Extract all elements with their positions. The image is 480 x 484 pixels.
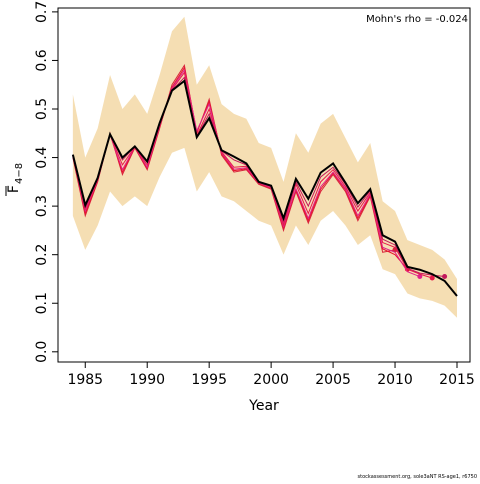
x-tick-label: 2015 [439, 372, 475, 388]
y-label-main: F [6, 185, 22, 193]
annotation: Mohn's rho = -0.024 [366, 14, 468, 25]
x-tick-label: 1990 [129, 372, 165, 388]
y-label-sub: 4−8 [14, 163, 25, 184]
x-tick-label: 1985 [67, 372, 103, 388]
y-tick-label: 0.4 [34, 146, 50, 168]
y-tick-label: 0.5 [34, 98, 50, 120]
y-tick-label: 0.6 [34, 49, 50, 71]
x-tick-label: 2010 [377, 372, 413, 388]
y-tick-label: 0.3 [34, 195, 50, 217]
footer: stockassessment.org, sole3aNT RS-age1, r… [358, 474, 477, 480]
plot-frame [57, 7, 471, 363]
y-tick-label: 0.0 [34, 341, 50, 363]
y-axis-label: F 4−8 [5, 163, 25, 196]
y-tick-label: 0.1 [34, 292, 50, 314]
x-tick-label: 2005 [315, 372, 351, 388]
x-axis-label: Year [248, 398, 279, 414]
peel-endpoint [392, 247, 398, 253]
x-tick-label: 1995 [191, 372, 227, 388]
peel-endpoint [417, 274, 423, 280]
peel-endpoint [429, 275, 435, 281]
series-line [72, 63, 396, 253]
series-line [72, 66, 408, 270]
x-tick-label: 2000 [253, 372, 289, 388]
confidence-band [72, 16, 457, 318]
series-line [71, 79, 458, 297]
series-line [72, 68, 420, 278]
peel-endpoint [442, 274, 448, 280]
y-tick-label: 0.7 [34, 1, 50, 23]
y-tick-label: 0.2 [34, 244, 50, 266]
